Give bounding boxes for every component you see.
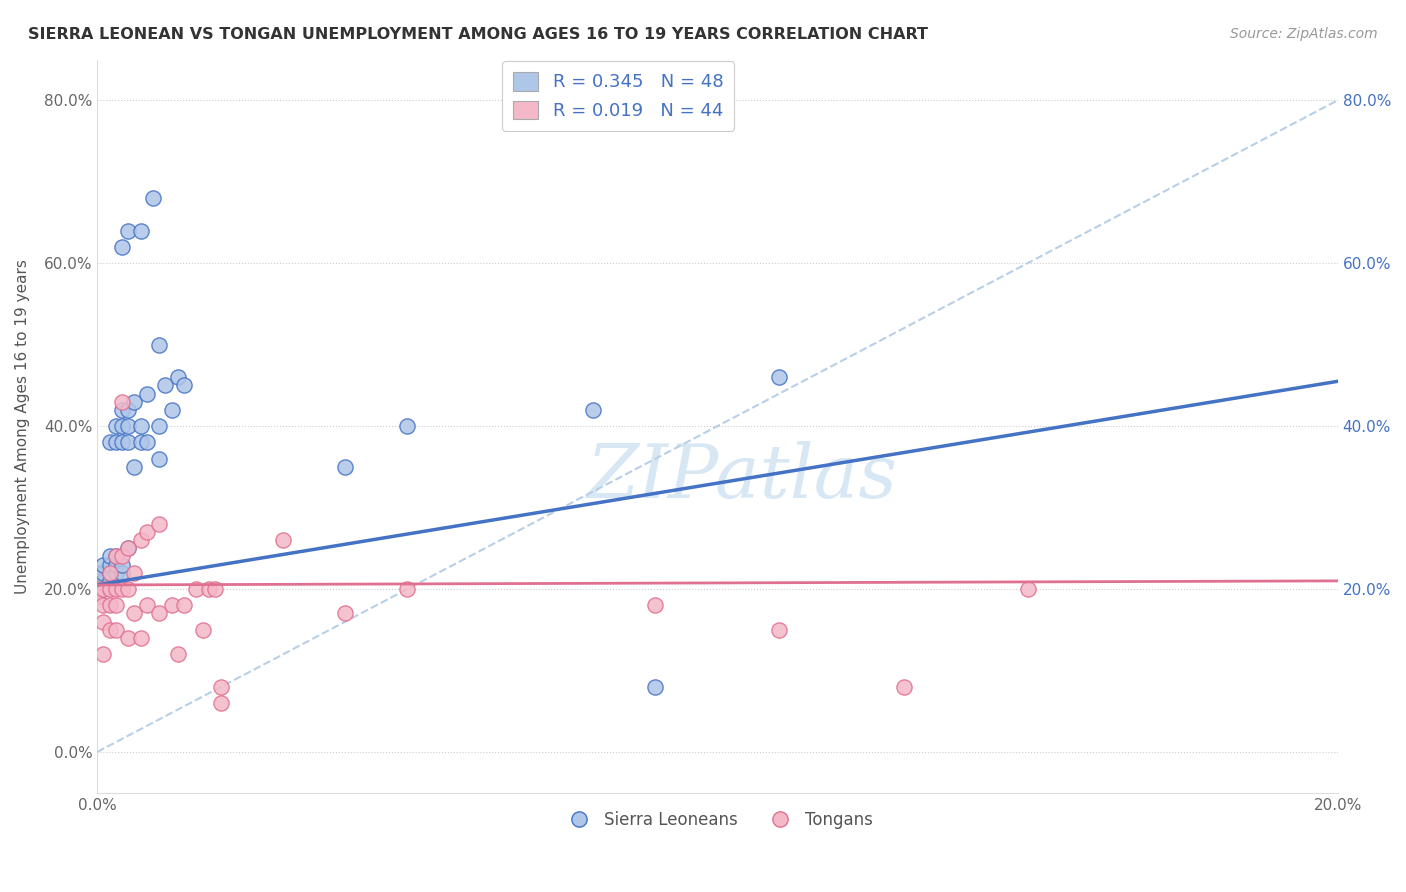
Point: [129, 533, 152, 548]
Point: [135, 435, 157, 450]
Point: [93, 615, 115, 629]
Point: [124, 394, 146, 409]
Legend: Sierra Leoneans, Tongans: Sierra Leoneans, Tongans: [555, 805, 879, 836]
Point: [129, 419, 152, 434]
Point: [186, 582, 208, 596]
Point: [209, 680, 232, 694]
Point: [148, 337, 170, 351]
Point: [129, 631, 152, 645]
Point: [111, 402, 134, 417]
Point: [98, 566, 121, 580]
Point: [98, 435, 121, 450]
Point: [117, 224, 139, 238]
Point: [98, 599, 121, 613]
Point: [86, 582, 108, 596]
Point: [104, 566, 127, 580]
Point: [893, 680, 915, 694]
Point: [148, 516, 170, 531]
Point: [167, 370, 190, 384]
Y-axis label: Unemployment Among Ages 16 to 19 years: Unemployment Among Ages 16 to 19 years: [15, 259, 30, 593]
Point: [104, 419, 127, 434]
Point: [148, 451, 170, 466]
Point: [93, 599, 115, 613]
Point: [582, 402, 605, 417]
Point: [86, 574, 108, 588]
Point: [135, 524, 157, 539]
Point: [160, 402, 183, 417]
Point: [155, 378, 177, 392]
Text: Source: ZipAtlas.com: Source: ZipAtlas.com: [1230, 27, 1378, 41]
Point: [98, 574, 121, 588]
Point: [644, 680, 666, 694]
Point: [111, 240, 134, 254]
Point: [117, 402, 139, 417]
Point: [173, 599, 195, 613]
Point: [117, 582, 139, 596]
Point: [768, 623, 790, 637]
Point: [93, 558, 115, 572]
Point: [135, 386, 157, 401]
Point: [93, 566, 115, 580]
Point: [396, 419, 419, 434]
Point: [124, 566, 146, 580]
Point: [644, 599, 666, 613]
Text: ZIPatlas: ZIPatlas: [586, 442, 898, 514]
Point: [93, 582, 115, 596]
Point: [104, 558, 127, 572]
Point: [93, 574, 115, 588]
Point: [129, 224, 152, 238]
Point: [148, 607, 170, 621]
Point: [104, 582, 127, 596]
Point: [98, 549, 121, 564]
Point: [124, 607, 146, 621]
Point: [86, 566, 108, 580]
Point: [768, 370, 790, 384]
Point: [111, 394, 134, 409]
Point: [93, 582, 115, 596]
Point: [148, 419, 170, 434]
Point: [160, 599, 183, 613]
Point: [204, 582, 226, 596]
Point: [173, 378, 195, 392]
Point: [86, 582, 108, 596]
Point: [111, 566, 134, 580]
Point: [117, 541, 139, 556]
Point: [335, 459, 357, 474]
Point: [129, 435, 152, 450]
Point: [167, 647, 190, 661]
Point: [335, 607, 357, 621]
Point: [142, 191, 165, 205]
Point: [117, 541, 139, 556]
Point: [104, 549, 127, 564]
Point: [98, 623, 121, 637]
Point: [135, 599, 157, 613]
Text: SIERRA LEONEAN VS TONGAN UNEMPLOYMENT AMONG AGES 16 TO 19 YEARS CORRELATION CHAR: SIERRA LEONEAN VS TONGAN UNEMPLOYMENT AM…: [28, 27, 928, 42]
Point: [98, 582, 121, 596]
Point: [93, 647, 115, 661]
Point: [117, 631, 139, 645]
Point: [191, 623, 214, 637]
Point: [117, 419, 139, 434]
Point: [1017, 582, 1039, 596]
Point: [111, 558, 134, 572]
Point: [104, 435, 127, 450]
Point: [396, 582, 419, 596]
Point: [104, 549, 127, 564]
Point: [104, 623, 127, 637]
Point: [198, 582, 221, 596]
Point: [111, 435, 134, 450]
Point: [111, 549, 134, 564]
Point: [111, 419, 134, 434]
Point: [124, 459, 146, 474]
Point: [104, 599, 127, 613]
Point: [98, 566, 121, 580]
Point: [98, 558, 121, 572]
Point: [117, 435, 139, 450]
Point: [209, 696, 232, 710]
Point: [111, 582, 134, 596]
Point: [86, 590, 108, 604]
Point: [271, 533, 294, 548]
